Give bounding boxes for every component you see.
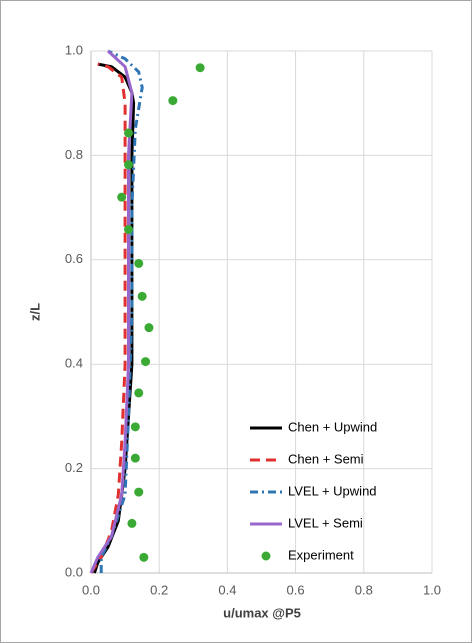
data-point [134,388,144,398]
data-point [124,225,134,235]
x-tick-label: 0.4 [218,582,236,597]
data-point [124,128,134,138]
data-point [127,518,137,528]
y-tick-label: 0.0 [65,564,83,579]
legend-label: LVEL + Upwind [288,483,377,498]
x-tick-label: 0.6 [287,582,305,597]
series-line [99,49,144,573]
y-tick-label: 0.4 [65,356,83,371]
legend-label: Chen + Semi [288,451,364,466]
legend-marker [261,551,271,561]
series-line [89,49,134,574]
data-point [144,323,154,333]
y-tick-label: 0.6 [65,251,83,266]
legend-label: Chen + Upwind [288,419,377,434]
data-point [195,63,205,73]
data-point [139,552,149,562]
data-point [168,96,178,106]
x-tick-label: 1.0 [423,582,441,597]
data-point [117,192,127,202]
y-axis-title: z/L [27,303,42,321]
y-tick-label: 0.2 [65,460,83,475]
series-line [89,62,127,574]
data-point [134,487,144,497]
x-tick-label: 0.8 [355,582,373,597]
y-tick-label: 0.8 [65,147,83,162]
x-axis-title: u/umax @P5 [223,605,301,620]
y-tick-label: 1.0 [65,42,83,57]
x-tick-label: 0.2 [150,582,168,597]
x-tick-label: 0.0 [82,582,100,597]
data-point [137,291,147,301]
data-point [134,258,144,268]
data-point [130,422,140,432]
legend-label: Experiment [288,547,354,562]
data-point [141,357,151,367]
legend-label: LVEL + Semi [288,515,363,530]
data-point [124,160,134,170]
data-point [130,453,140,463]
